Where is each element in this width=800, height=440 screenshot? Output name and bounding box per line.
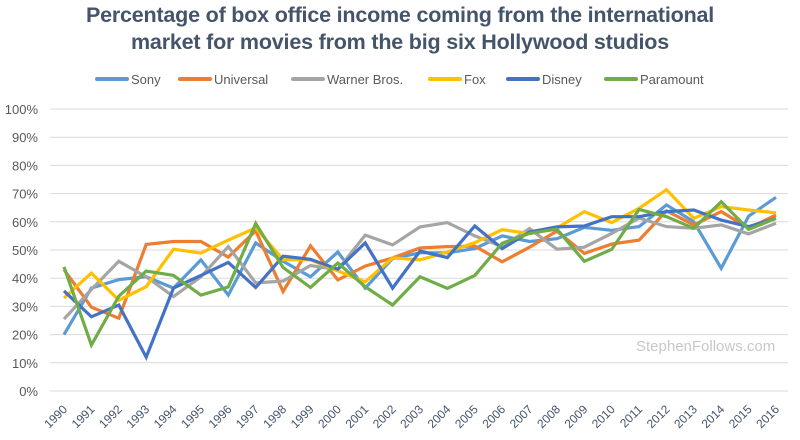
legend-swatch [95, 77, 129, 81]
x-tick-label: 2008 [534, 402, 563, 431]
y-tick-label: 70% [12, 187, 38, 202]
legend-label: Warner Bros. [327, 71, 404, 87]
legend-item-universal: Universal [178, 70, 268, 88]
y-tick-label: 50% [12, 243, 38, 258]
x-tick-label: 1995 [178, 402, 207, 431]
x-tick-label: 2012 [644, 402, 673, 431]
y-tick-label: 80% [12, 158, 38, 173]
legend-item-warner-bros: Warner Bros. [291, 70, 403, 88]
legend-swatch [428, 77, 462, 81]
legend-swatch [506, 77, 540, 81]
x-tick-label: 1990 [41, 402, 70, 431]
x-tick-label: 2009 [562, 402, 591, 431]
legend-item-sony: Sony [95, 70, 161, 88]
x-tick-label: 2006 [479, 402, 508, 431]
legend-label: Sony [131, 71, 161, 87]
x-tick-label: 1998 [260, 402, 289, 431]
x-tick-label: 2000 [315, 402, 344, 431]
legend-label: Fox [464, 71, 486, 87]
x-tick-label: 2003 [397, 402, 426, 431]
series-lines [62, 187, 777, 362]
legend-item-disney: Disney [506, 70, 582, 88]
x-tick-label: 1992 [96, 402, 125, 431]
series-line-universal [62, 208, 777, 321]
x-axis-ticks: 1990199119921993199419951996199719981999… [41, 402, 782, 431]
chart-title-line-2: market for movies from the big six Holly… [131, 30, 669, 54]
x-tick-label: 1999 [288, 402, 317, 431]
series-line-disney [62, 208, 777, 362]
y-tick-label: 60% [12, 215, 38, 230]
x-tick-label: 2014 [699, 402, 728, 431]
x-tick-label: 2005 [452, 402, 481, 431]
series-line-warner-bros [62, 216, 777, 321]
x-tick-label: 2016 [753, 402, 782, 431]
chart-title: Percentage of box office income coming f… [0, 2, 800, 56]
x-tick-label: 2001 [343, 402, 372, 431]
y-axis-ticks: 0% 10% 20% 30% 40% 50% 60% 70% 80% 90% 100% [5, 102, 39, 399]
x-tick-label: 1993 [123, 402, 152, 431]
series-line-paramount [62, 199, 777, 349]
y-tick-label: 10% [12, 356, 38, 371]
x-tick-label: 2004 [425, 402, 454, 431]
x-tick-label: 1997 [233, 402, 262, 431]
x-tick-label: 2007 [507, 402, 536, 431]
y-tick-label: 40% [12, 271, 38, 286]
y-tick-label: 20% [12, 328, 38, 343]
x-tick-label: 2013 [671, 402, 700, 431]
legend-swatch [291, 77, 325, 81]
chart-title-line-1: Percentage of box office income coming f… [85, 3, 715, 27]
legend-label: Universal [214, 71, 269, 87]
series-line-fox [62, 187, 777, 303]
y-tick-label: 30% [12, 299, 38, 314]
legend-label: Paramount [640, 71, 704, 87]
x-tick-label: 2002 [370, 402, 399, 431]
x-tick-label: 2015 [726, 402, 755, 431]
x-tick-label: 1991 [69, 402, 98, 431]
legend-swatch [178, 77, 212, 81]
x-tick-label: 1994 [151, 402, 180, 431]
legend-item-paramount: Paramount [604, 70, 704, 88]
legend-item-fox: Fox [428, 70, 486, 88]
x-tick-label: 1996 [206, 402, 235, 431]
x-tick-label: 2010 [589, 402, 618, 431]
y-tick-label: 100% [5, 102, 39, 117]
legend: Sony Universal Warner Bros. Fox Disney P… [0, 70, 800, 88]
watermark: StephenFollows.com [636, 338, 776, 355]
legend-label: Disney [542, 71, 582, 87]
legend-swatch [604, 77, 638, 81]
y-tick-label: 90% [12, 130, 38, 145]
y-tick-label: 0% [19, 384, 38, 399]
x-tick-label: 2011 [617, 402, 645, 430]
